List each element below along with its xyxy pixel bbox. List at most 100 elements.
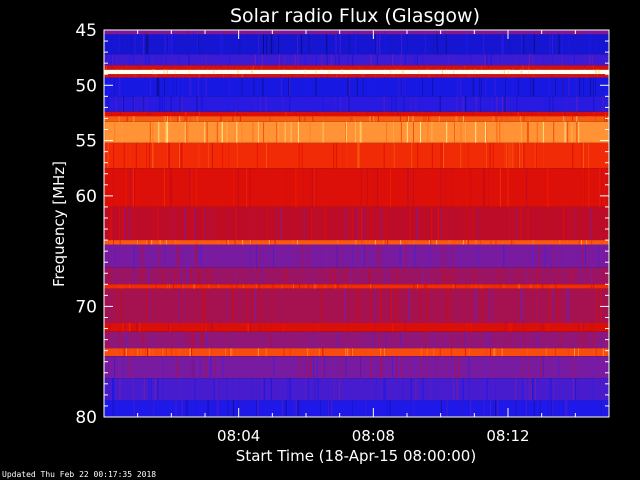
band-speckle xyxy=(248,284,250,289)
band-speckle xyxy=(454,356,456,379)
band-speckle xyxy=(432,77,434,97)
band-speckle xyxy=(145,240,147,245)
band-speckle xyxy=(126,331,128,349)
band-speckle xyxy=(118,65,120,70)
band-speckle xyxy=(537,331,539,349)
band-speckle xyxy=(343,77,345,97)
band-speckle xyxy=(256,142,258,169)
band-speckle xyxy=(605,348,607,357)
band-speckle xyxy=(122,206,124,241)
band-speckle xyxy=(528,356,530,379)
band-speckle xyxy=(562,77,564,97)
band-speckle xyxy=(470,69,472,75)
x-tick-label: 08:04 xyxy=(217,427,260,445)
band-speckle xyxy=(455,284,457,289)
band-speckle xyxy=(441,74,443,78)
band-speckle xyxy=(435,111,437,117)
band-speckle xyxy=(180,142,182,169)
band-speckle xyxy=(294,116,296,122)
band-speckle xyxy=(122,96,124,112)
band-speckle xyxy=(352,54,354,66)
band-speckle xyxy=(342,69,343,75)
band-speckle xyxy=(579,267,581,285)
band-speckle xyxy=(149,111,151,117)
band-speckle xyxy=(362,77,364,97)
band-speckle xyxy=(178,54,180,66)
band-speckle xyxy=(461,400,463,417)
band-speckle xyxy=(604,74,606,78)
band-speckle xyxy=(384,348,385,357)
y-axis-label: Frequency [MHz] xyxy=(50,161,68,287)
band-speckle xyxy=(445,74,447,78)
band-speckle xyxy=(501,34,503,55)
band-speckle xyxy=(266,206,268,241)
band-speckle xyxy=(240,30,242,35)
band-speckle xyxy=(163,348,165,357)
band-speckle xyxy=(163,116,165,122)
band-speckle xyxy=(255,284,257,289)
band-speckle xyxy=(228,348,230,357)
band-speckle xyxy=(338,54,340,66)
band-speckle xyxy=(370,34,372,55)
band-speckle xyxy=(132,96,134,112)
band-speckle xyxy=(315,54,317,66)
band-speckle xyxy=(419,30,421,35)
band-speckle xyxy=(496,121,498,143)
band-speckle xyxy=(535,142,537,169)
band-speckle xyxy=(359,65,361,70)
band-speckle xyxy=(307,267,309,285)
band-speckle xyxy=(211,323,213,332)
band-speckle xyxy=(384,30,385,35)
band-speckle xyxy=(497,54,499,66)
band-speckle xyxy=(182,284,184,289)
band-speckle xyxy=(464,348,466,357)
band-speckle xyxy=(575,206,577,241)
band-speckle xyxy=(498,54,500,66)
band-speckle xyxy=(385,34,386,55)
band-speckle xyxy=(369,240,371,245)
band-speckle xyxy=(457,116,459,122)
band-speckle xyxy=(406,111,408,117)
band-speckle xyxy=(593,96,595,112)
band-speckle xyxy=(487,331,489,349)
band-speckle xyxy=(587,116,589,122)
band-speckle xyxy=(171,69,173,75)
band-speckle xyxy=(533,74,535,78)
band-speckle xyxy=(318,331,320,349)
band-speckle xyxy=(299,116,301,122)
band-speckle xyxy=(460,77,462,97)
band-speckle xyxy=(194,206,196,241)
band-speckle xyxy=(439,206,441,241)
band-speckle xyxy=(118,34,120,55)
band-speckle xyxy=(603,267,605,285)
band-speckle xyxy=(375,331,377,349)
band-speckle xyxy=(492,356,494,379)
band-speckle xyxy=(443,30,445,35)
band-speckle xyxy=(407,356,409,379)
band-speckle xyxy=(346,142,348,169)
band-speckle xyxy=(509,34,511,55)
band-speckle xyxy=(107,142,109,169)
band-speckle xyxy=(572,142,574,169)
band-speckle xyxy=(282,96,284,112)
band-speckle xyxy=(582,378,584,401)
band-speckle xyxy=(155,284,157,289)
band-speckle xyxy=(489,142,491,169)
band-speckle xyxy=(242,240,244,245)
band-speckle xyxy=(198,142,200,169)
band-speckle xyxy=(519,69,521,75)
band-speckle xyxy=(542,284,544,289)
band-speckle xyxy=(480,284,482,289)
band-speckle xyxy=(400,356,402,379)
band-speckle xyxy=(436,240,438,245)
band-speckle xyxy=(192,284,194,289)
band-speckle xyxy=(312,284,314,289)
band-speckle xyxy=(184,121,186,143)
band-speckle xyxy=(159,244,161,268)
band-speckle xyxy=(483,168,484,207)
band-speckle xyxy=(315,348,316,357)
band-speckle xyxy=(352,400,353,417)
band-speckle xyxy=(181,284,183,289)
band-speckle xyxy=(137,348,139,357)
band-speckle xyxy=(229,65,231,70)
